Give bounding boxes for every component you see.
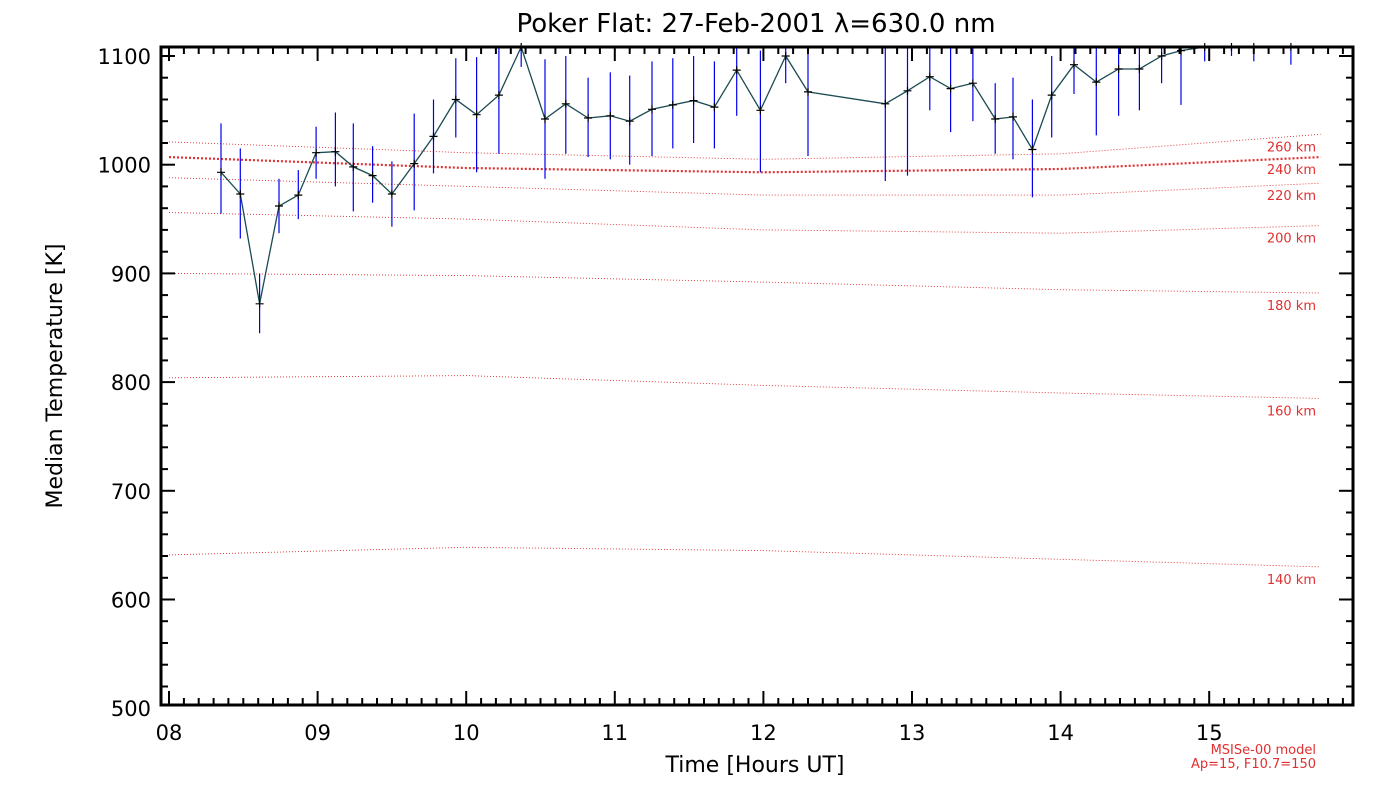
data-point-marker	[756, 106, 765, 115]
x-tick-label: 12	[750, 721, 777, 745]
data-point-marker	[451, 95, 460, 104]
data-point-marker	[472, 110, 481, 119]
model-line-160-km	[168, 375, 1321, 399]
model-line-label: 220 km	[1267, 189, 1316, 204]
data-point-marker	[1070, 60, 1078, 69]
data-point-marker	[584, 114, 593, 122]
data-point-marker	[881, 99, 890, 108]
data-point-marker	[275, 202, 283, 210]
series-line	[220, 45, 1291, 304]
model-line-label: 140 km	[1267, 573, 1316, 588]
model-line-label: 240 km	[1267, 163, 1316, 178]
x-tick-label: 09	[304, 721, 331, 745]
data-point-marker	[606, 111, 615, 120]
data-point-marker	[1047, 91, 1056, 100]
data-point-marker	[494, 91, 503, 100]
y-tick-label: 900	[111, 262, 151, 286]
data-point-marker	[710, 103, 719, 112]
model-line-200-km	[168, 212, 1321, 234]
data-point-marker	[668, 100, 677, 109]
model-line-label: 200 km	[1267, 232, 1316, 247]
x-tick-label: 08	[156, 721, 183, 745]
model-line-220-km	[168, 177, 1321, 196]
data-point-marker	[1114, 65, 1123, 73]
model-note-line-1: MSISe-00 model	[1211, 743, 1316, 758]
model-lines: 140 km 160 km 180 km 200 km 220 km 240 km 260 …	[168, 133, 1321, 588]
y-tick-label: 1000	[98, 154, 151, 178]
plot-axes: 08 09 10 11 12 13 14 15 500 600 700 800 900 1000 1100	[98, 45, 1355, 745]
data-point-marker	[648, 105, 656, 114]
data-point-marker	[991, 115, 1000, 123]
data-point-marker	[541, 115, 549, 123]
data-point-marker	[1028, 145, 1037, 154]
x-tick-label: 13	[899, 721, 926, 745]
model-line-label: 180 km	[1267, 299, 1316, 314]
data-point-marker	[1009, 112, 1017, 121]
y-tick-label: 800	[111, 371, 151, 395]
model-line-260-km	[168, 133, 1321, 160]
data-point-marker	[968, 79, 977, 88]
data-point-marker	[561, 99, 570, 108]
data-point-marker	[331, 147, 340, 156]
x-tick-label: 15	[1196, 721, 1223, 745]
y-axis-label: Median Temperature [K]	[43, 244, 68, 509]
y-tick-label: 500	[111, 697, 151, 721]
x-tick-label: 10	[453, 721, 480, 745]
data-point-marker	[689, 96, 698, 105]
data-point-marker	[781, 52, 790, 60]
x-tick-label: 14	[1047, 721, 1074, 745]
data-point-marker	[294, 191, 303, 200]
data-point-marker	[410, 159, 419, 168]
model-line-label: 160 km	[1267, 404, 1316, 419]
data-point-marker	[946, 84, 955, 93]
model-line-label: 260 km	[1267, 140, 1316, 155]
data-point-marker	[236, 190, 245, 198]
data-point-marker	[429, 132, 438, 141]
y-tick-label: 700	[111, 480, 151, 504]
data-point-marker	[312, 148, 321, 157]
data-point-marker	[368, 171, 377, 180]
data-point-marker	[625, 117, 634, 126]
y-tick-label: 600	[111, 589, 151, 613]
data-series	[217, 43, 1295, 334]
x-axis-label: Time [Hours UT]	[665, 753, 845, 778]
data-point-marker	[1092, 78, 1101, 87]
data-point-marker	[1135, 65, 1144, 73]
plot-frame	[159, 45, 1355, 707]
model-line-180-km	[168, 272, 1321, 294]
data-point-marker	[903, 86, 912, 95]
data-point-marker	[255, 299, 264, 308]
chart-title: Poker Flat: 27-Feb-2001 λ=630.0 nm	[516, 9, 995, 39]
data-point-marker	[925, 72, 934, 81]
model-line-140-km	[168, 546, 1321, 568]
y-tick-label: 1100	[98, 45, 151, 69]
data-point-marker	[349, 162, 358, 171]
data-point-marker	[387, 190, 396, 198]
x-tick-label: 11	[601, 721, 628, 745]
data-point-marker	[1157, 52, 1166, 60]
data-point-marker	[217, 168, 225, 177]
model-line-240-km	[168, 156, 1321, 174]
data-point-marker	[732, 66, 741, 75]
model-note-line-2: Ap=15, F10.7=150	[1191, 757, 1316, 772]
data-point-marker	[804, 87, 812, 96]
